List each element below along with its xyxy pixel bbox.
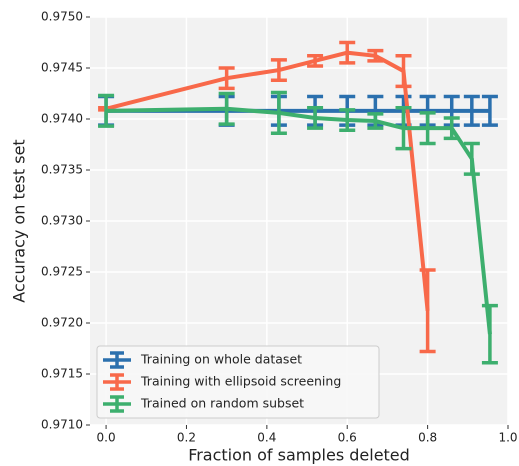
error-bar-shape (339, 108, 356, 132)
error-bar-shape (218, 91, 235, 126)
y-tick-label: 0.9725 (41, 265, 83, 279)
error-bar-shape (395, 54, 412, 89)
error-bar-shape (307, 54, 324, 68)
error-bar (307, 106, 324, 130)
legend-label: Training on whole dataset (140, 352, 302, 367)
y-tick-label: 0.9745 (41, 61, 83, 75)
legend-label: Training with ellipsoid screening (140, 374, 341, 389)
error-bar-shape (367, 48, 384, 63)
series-line (105, 50, 430, 311)
y-tick-label: 0.9720 (41, 316, 83, 330)
error-bar-shape (395, 106, 412, 151)
error-bar (443, 116, 460, 141)
series-layer (98, 40, 498, 365)
error-bar-shape (339, 40, 356, 65)
error-bar (395, 106, 412, 151)
y-tick-label: 0.9715 (41, 367, 83, 381)
y-tick-label: 0.9740 (41, 112, 83, 126)
error-bar (218, 91, 235, 126)
legend-swatch (103, 351, 131, 369)
error-bar (307, 54, 324, 68)
x-tick-label: 0.6 (338, 431, 357, 445)
legend-swatch (103, 373, 131, 391)
legend-label: Trained on random subset (140, 396, 304, 411)
error-bar-shape (463, 94, 480, 127)
error-bar (367, 48, 384, 63)
error-bar-shape (218, 66, 235, 91)
error-bar (339, 108, 356, 132)
legend-swatch (103, 395, 131, 413)
error-bar-shape (481, 303, 498, 365)
error-bar (270, 58, 287, 82)
legend-box (96, 345, 380, 419)
x-tick-label: 0.4 (257, 431, 276, 445)
y-axis-title: Accuracy on test set (10, 139, 29, 302)
error-bar-shape (270, 90, 287, 136)
error-bar-shape (367, 112, 384, 130)
y-tick-label: 0.9735 (41, 163, 83, 177)
error-bar-shape (270, 58, 287, 82)
error-bar (367, 112, 384, 130)
error-bar (481, 94, 498, 127)
error-bar-shape (98, 93, 115, 128)
error-bar (395, 54, 412, 89)
error-bar (98, 93, 115, 128)
x-tick-label: 0.0 (97, 431, 116, 445)
error-bar (463, 141, 480, 176)
error-bar (463, 94, 480, 127)
error-bar (419, 111, 436, 146)
x-axis-title: Fraction of samples deleted (188, 446, 410, 465)
x-tick-label: 1.0 (498, 431, 517, 445)
error-bar (481, 303, 498, 365)
ticks: 0.0 0.2 0.4 0.6 0.8 1.0 0.9710 0.9715 0.9720 0.97… (41, 10, 518, 445)
error-bar (339, 40, 356, 65)
error-bar-shape (463, 141, 480, 176)
legend: Training on whole dataset Training with e… (96, 345, 380, 419)
error-bar-shape (481, 94, 498, 127)
x-tick-label: 0.2 (177, 431, 196, 445)
y-tick-label: 0.9730 (41, 214, 83, 228)
error-bar (218, 66, 235, 91)
error-bar-shape (419, 111, 436, 146)
error-bar (419, 268, 436, 354)
error-bar-shape (443, 116, 460, 141)
error-bar (270, 90, 287, 136)
error-bar-shape (307, 106, 324, 130)
error-bar-shape (419, 268, 436, 354)
y-tick-label: 0.9710 (41, 418, 83, 432)
y-tick-label: 0.9750 (41, 10, 83, 24)
x-tick-label: 0.8 (418, 431, 437, 445)
